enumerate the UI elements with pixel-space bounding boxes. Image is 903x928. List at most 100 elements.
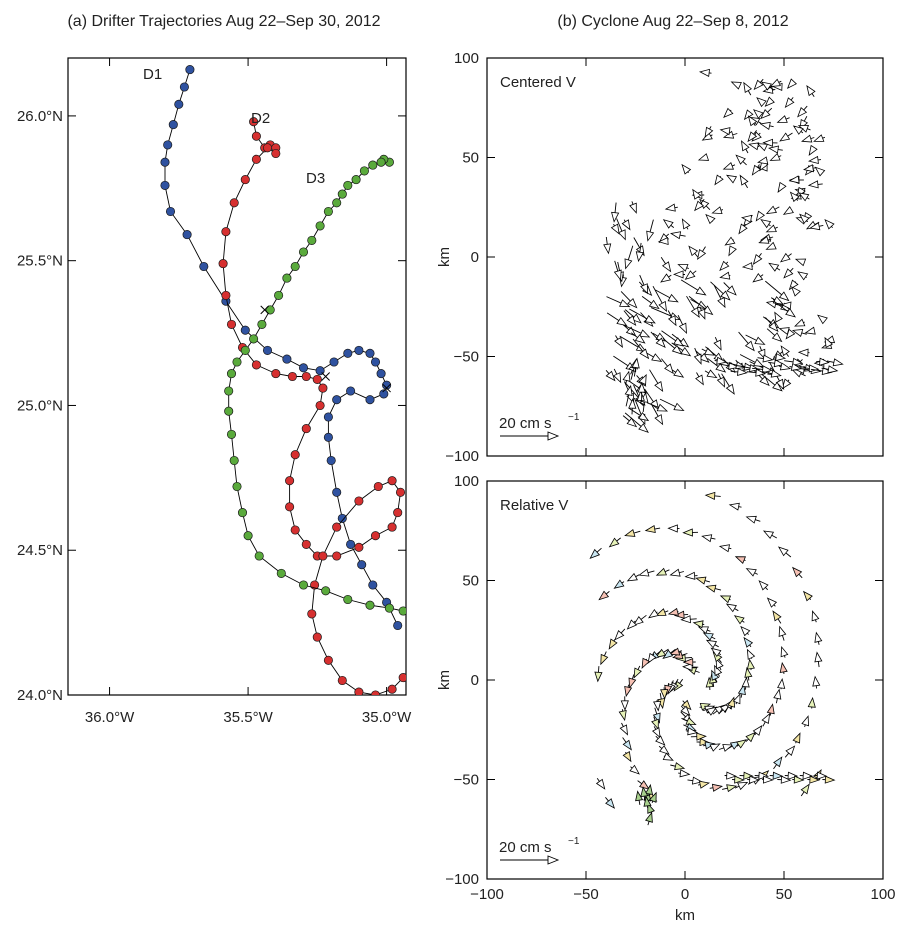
drifter-point <box>354 687 364 695</box>
y-tick-label: 100 <box>454 50 479 67</box>
velocity-arrow <box>779 132 793 142</box>
panel-a-title: (a) Drifter Trajectories Aug 22–Sep 30, … <box>67 13 380 30</box>
velocity-arrow <box>624 245 634 270</box>
drifter-point <box>174 99 184 109</box>
velocity-arrow <box>697 246 707 261</box>
velocity-arrow <box>784 745 796 758</box>
velocity-arrow <box>766 703 775 716</box>
drifter-point <box>298 363 309 373</box>
velocity-arrow <box>807 180 823 189</box>
drifter-point <box>365 395 375 405</box>
velocity-arrow <box>757 354 774 363</box>
panel-b1-frame <box>486 57 884 457</box>
velocity-arrow <box>688 296 714 316</box>
velocity-arrow <box>723 107 734 119</box>
velocity-arrow <box>722 162 736 170</box>
y-tick-label: 50 <box>462 150 479 167</box>
drifter-point <box>290 261 300 272</box>
trajectory-d2 <box>218 117 406 695</box>
velocity-arrow <box>704 491 721 501</box>
drifter-point <box>343 348 353 358</box>
drifter-point <box>354 496 364 506</box>
velocity-arrow <box>628 674 637 689</box>
velocity-arrow <box>697 306 706 320</box>
velocity-arrow <box>824 336 834 349</box>
velocity-arrow <box>739 174 749 189</box>
drifter-point <box>221 227 231 237</box>
velocity-arrow <box>719 127 731 136</box>
velocity-arrow <box>672 270 686 279</box>
y-axis-label: km <box>436 670 453 690</box>
drifter-label-d3: D3 <box>306 170 325 187</box>
velocity-arrow <box>799 213 810 224</box>
velocity-arrow <box>719 271 731 280</box>
velocity-arrow <box>650 331 666 349</box>
trajectory-d3 <box>224 154 406 616</box>
velocity-arrow <box>680 279 707 296</box>
velocity-arrow <box>619 722 629 736</box>
velocity-arrow <box>762 138 778 147</box>
velocity-arrow <box>655 735 666 746</box>
drifter-point <box>387 684 397 694</box>
velocity-arrow <box>792 566 803 579</box>
velocity-arrow <box>739 354 765 368</box>
velocity-arrow <box>794 318 806 327</box>
x-axis-label: km <box>675 907 695 924</box>
velocity-arrow <box>651 404 664 426</box>
velocity-arrow <box>794 258 807 267</box>
velocity-arrow <box>598 590 610 601</box>
velocity-arrow <box>608 638 618 650</box>
drifter-point <box>301 424 311 434</box>
velocity-arrow <box>641 657 651 669</box>
velocity-arrow <box>684 571 698 580</box>
drifter-point <box>346 539 356 549</box>
velocity-arrow <box>705 584 722 593</box>
crossing-mark <box>260 305 270 315</box>
velocity-arrow <box>724 236 736 246</box>
velocity-arrow <box>686 727 699 736</box>
velocity-arrow <box>697 153 710 161</box>
velocity-arrow <box>632 614 647 626</box>
drifter-point <box>274 290 284 300</box>
velocity-arrow <box>669 647 682 656</box>
velocity-arrow <box>606 296 631 308</box>
velocity-arrow <box>647 608 659 619</box>
velocity-arrow <box>647 652 657 664</box>
velocity-arrow <box>779 661 788 674</box>
velocity-arrow <box>681 218 691 230</box>
y-tick-label: −50 <box>454 772 479 789</box>
x-tick-label: −50 <box>573 886 598 903</box>
velocity-arrow <box>701 534 716 543</box>
drifter-point <box>343 180 353 190</box>
velocity-arrow <box>631 357 640 377</box>
velocity-arrow <box>776 115 790 123</box>
velocity-arrow <box>799 771 814 780</box>
drifter-point <box>285 502 295 512</box>
drifter-point <box>243 531 253 541</box>
velocity-arrow <box>711 206 724 215</box>
scale-label-top: 20 cm s <box>499 415 552 432</box>
drifter-point <box>251 154 261 164</box>
velocity-arrow <box>702 632 716 641</box>
velocity-arrow <box>780 645 789 658</box>
velocity-arrow <box>755 210 766 222</box>
drifter-point <box>370 531 381 541</box>
velocity-arrow <box>643 795 652 808</box>
velocity-arrow <box>632 338 650 360</box>
velocity-arrow <box>613 260 622 281</box>
velocity-arrow <box>785 328 796 340</box>
drifter-point <box>323 206 333 217</box>
velocity-arrow <box>752 725 763 736</box>
velocity-arrow <box>645 811 653 826</box>
velocity-arrow <box>821 365 839 374</box>
velocity-arrow <box>648 791 657 803</box>
drifter-point <box>393 508 403 518</box>
drifter-point <box>226 369 237 379</box>
velocity-arrow <box>620 291 638 309</box>
velocity-arrow <box>760 107 773 120</box>
drifter-point <box>368 580 378 590</box>
velocity-arrow <box>624 412 649 434</box>
velocity-arrow <box>721 784 738 793</box>
velocity-arrow <box>773 300 796 318</box>
velocity-arrow <box>709 743 721 752</box>
